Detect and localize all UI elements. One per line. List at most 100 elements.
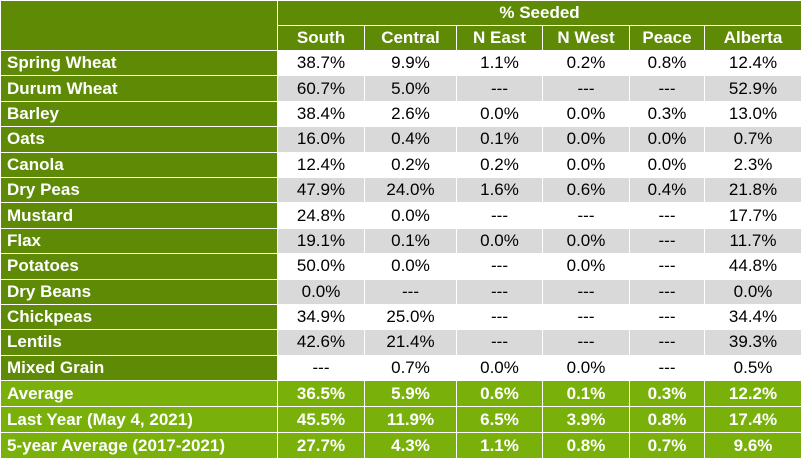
- summary-cell-n-east: 0.6%: [456, 380, 543, 408]
- cell-n-east: ---: [456, 253, 543, 280]
- cell-alberta: 0.7%: [703, 126, 801, 153]
- table-row: Spring Wheat 38.7% 9.9% 1.1% 0.2% 0.8% 12.4%: [0, 49, 801, 77]
- cell-peace: ---: [629, 329, 705, 356]
- cell-south: ---: [277, 354, 365, 382]
- cell-south: 60.7%: [277, 75, 365, 102]
- table-row: Mustard 24.8% 0.0% --- --- --- 17.7%: [0, 202, 801, 229]
- column-header-peace: Peace: [629, 25, 705, 51]
- crop-label: Canola: [0, 151, 278, 178]
- cell-south: 50.0%: [277, 253, 365, 280]
- summary-cell-south: 27.7%: [277, 432, 365, 460]
- cell-peace: 0.3%: [629, 100, 705, 128]
- cell-south: 19.1%: [277, 227, 365, 255]
- summary-cell-central: 4.3%: [364, 432, 457, 460]
- summary-cell-n-east: 1.1%: [456, 432, 543, 460]
- table-row: Barley 38.4% 2.6% 0.0% 0.0% 0.3% 13.0%: [0, 100, 801, 128]
- table-row: Dry Beans 0.0% --- --- --- --- 0.0%: [0, 278, 801, 305]
- crop-label: Spring Wheat: [0, 49, 278, 77]
- cell-peace: 0.0%: [629, 126, 705, 153]
- cell-central: 9.9%: [364, 49, 457, 77]
- cell-n-west: 0.0%: [542, 253, 630, 280]
- group-header-row: % Seeded: [0, 0, 801, 51]
- cell-south: 38.7%: [277, 49, 365, 77]
- summary-label: Average: [0, 380, 278, 408]
- cell-peace: 0.8%: [629, 49, 705, 77]
- cell-central: 0.0%: [364, 253, 457, 280]
- column-header-alberta: Alberta: [703, 25, 801, 51]
- cell-peace: ---: [629, 354, 705, 382]
- cell-south: 24.8%: [277, 202, 365, 229]
- cell-central: 2.6%: [364, 100, 457, 128]
- cell-n-west: ---: [542, 278, 630, 305]
- cell-south: 12.4%: [277, 151, 365, 178]
- cell-n-east: 1.1%: [456, 49, 543, 77]
- summary-cell-peace: 0.8%: [629, 406, 705, 434]
- cell-alberta: 17.7%: [703, 202, 801, 229]
- summary-row: 5-year Average (2017-2021) 27.7% 4.3% 1.1% 0…: [0, 432, 801, 460]
- crop-label: Barley: [0, 100, 278, 128]
- cell-south: 47.9%: [277, 176, 365, 204]
- summary-cell-peace: 0.3%: [629, 380, 705, 408]
- summary-cell-n-west: 0.1%: [542, 380, 630, 408]
- summary-cell-n-west: 3.9%: [542, 406, 630, 434]
- cell-n-east: 0.0%: [456, 354, 543, 382]
- summary-row: Last Year (May 4, 2021) 45.5% 11.9% 6.5% 3.9…: [0, 406, 801, 434]
- cell-n-east: 0.2%: [456, 151, 543, 178]
- cell-n-west: 0.0%: [542, 354, 630, 382]
- summary-label: 5-year Average (2017-2021): [0, 432, 278, 460]
- cell-n-west: 0.0%: [542, 227, 630, 255]
- column-header-n-west: N West: [542, 25, 630, 51]
- cell-alberta: 13.0%: [703, 100, 801, 128]
- cell-alberta: 21.8%: [703, 176, 801, 204]
- summary-cell-peace: 0.7%: [629, 432, 705, 460]
- cell-south: 38.4%: [277, 100, 365, 128]
- cell-alberta: 34.4%: [703, 303, 801, 331]
- cell-central: ---: [364, 278, 457, 305]
- corner-cell: [0, 0, 278, 51]
- table-row: Lentils 42.6% 21.4% --- --- --- 39.3%: [0, 329, 801, 356]
- table-row: Durum Wheat 60.7% 5.0% --- --- --- 52.9%: [0, 75, 801, 102]
- cell-n-east: ---: [456, 75, 543, 102]
- group-title: % Seeded: [276, 0, 801, 26]
- crop-label: Oats: [0, 126, 278, 153]
- cell-peace: ---: [629, 75, 705, 102]
- cell-south: 34.9%: [277, 303, 365, 331]
- cell-n-west: ---: [542, 75, 630, 102]
- crop-label: Durum Wheat: [0, 75, 278, 102]
- crop-label: Mustard: [0, 202, 278, 229]
- summary-cell-south: 36.5%: [277, 380, 365, 408]
- cell-alberta: 12.4%: [703, 49, 801, 77]
- summary-row: Average 36.5% 5.9% 0.6% 0.1% 0.3% 12.2%: [0, 380, 801, 408]
- crop-label: Potatoes: [0, 253, 278, 280]
- summary-cell-central: 11.9%: [364, 406, 457, 434]
- cell-n-east: ---: [456, 202, 543, 229]
- cell-alberta: 44.8%: [703, 253, 801, 280]
- cell-alberta: 0.5%: [703, 354, 801, 382]
- summary-cell-central: 5.9%: [364, 380, 457, 408]
- cell-n-west: 0.0%: [542, 100, 630, 128]
- cell-n-east: 0.1%: [456, 126, 543, 153]
- cell-n-east: ---: [456, 303, 543, 331]
- summary-cell-n-west: 0.8%: [542, 432, 630, 460]
- crop-label: Lentils: [0, 329, 278, 356]
- cell-south: 16.0%: [277, 126, 365, 153]
- table-row: Oats 16.0% 0.4% 0.1% 0.0% 0.0% 0.7%: [0, 126, 801, 153]
- table-row: Potatoes 50.0% 0.0% --- 0.0% --- 44.8%: [0, 253, 801, 280]
- cell-alberta: 39.3%: [703, 329, 801, 356]
- cell-peace: ---: [629, 303, 705, 331]
- cell-n-east: 1.6%: [456, 176, 543, 204]
- crop-label: Dry Beans: [0, 278, 278, 305]
- summary-cell-n-east: 6.5%: [456, 406, 543, 434]
- crop-label: Mixed Grain: [0, 354, 278, 382]
- cell-alberta: 52.9%: [703, 75, 801, 102]
- cell-n-west: 0.6%: [542, 176, 630, 204]
- summary-cell-alberta: 9.6%: [703, 432, 801, 460]
- column-header-row: South Central N East N West Peace Albert…: [1, 25, 801, 51]
- table-row: Dry Peas 47.9% 24.0% 1.6% 0.6% 0.4% 21.8%: [0, 176, 801, 204]
- cell-n-west: 0.0%: [542, 126, 630, 153]
- column-header-south: South: [277, 25, 365, 51]
- cell-central: 0.4%: [364, 126, 457, 153]
- cell-n-west: 0.2%: [542, 49, 630, 77]
- cell-central: 21.4%: [364, 329, 457, 356]
